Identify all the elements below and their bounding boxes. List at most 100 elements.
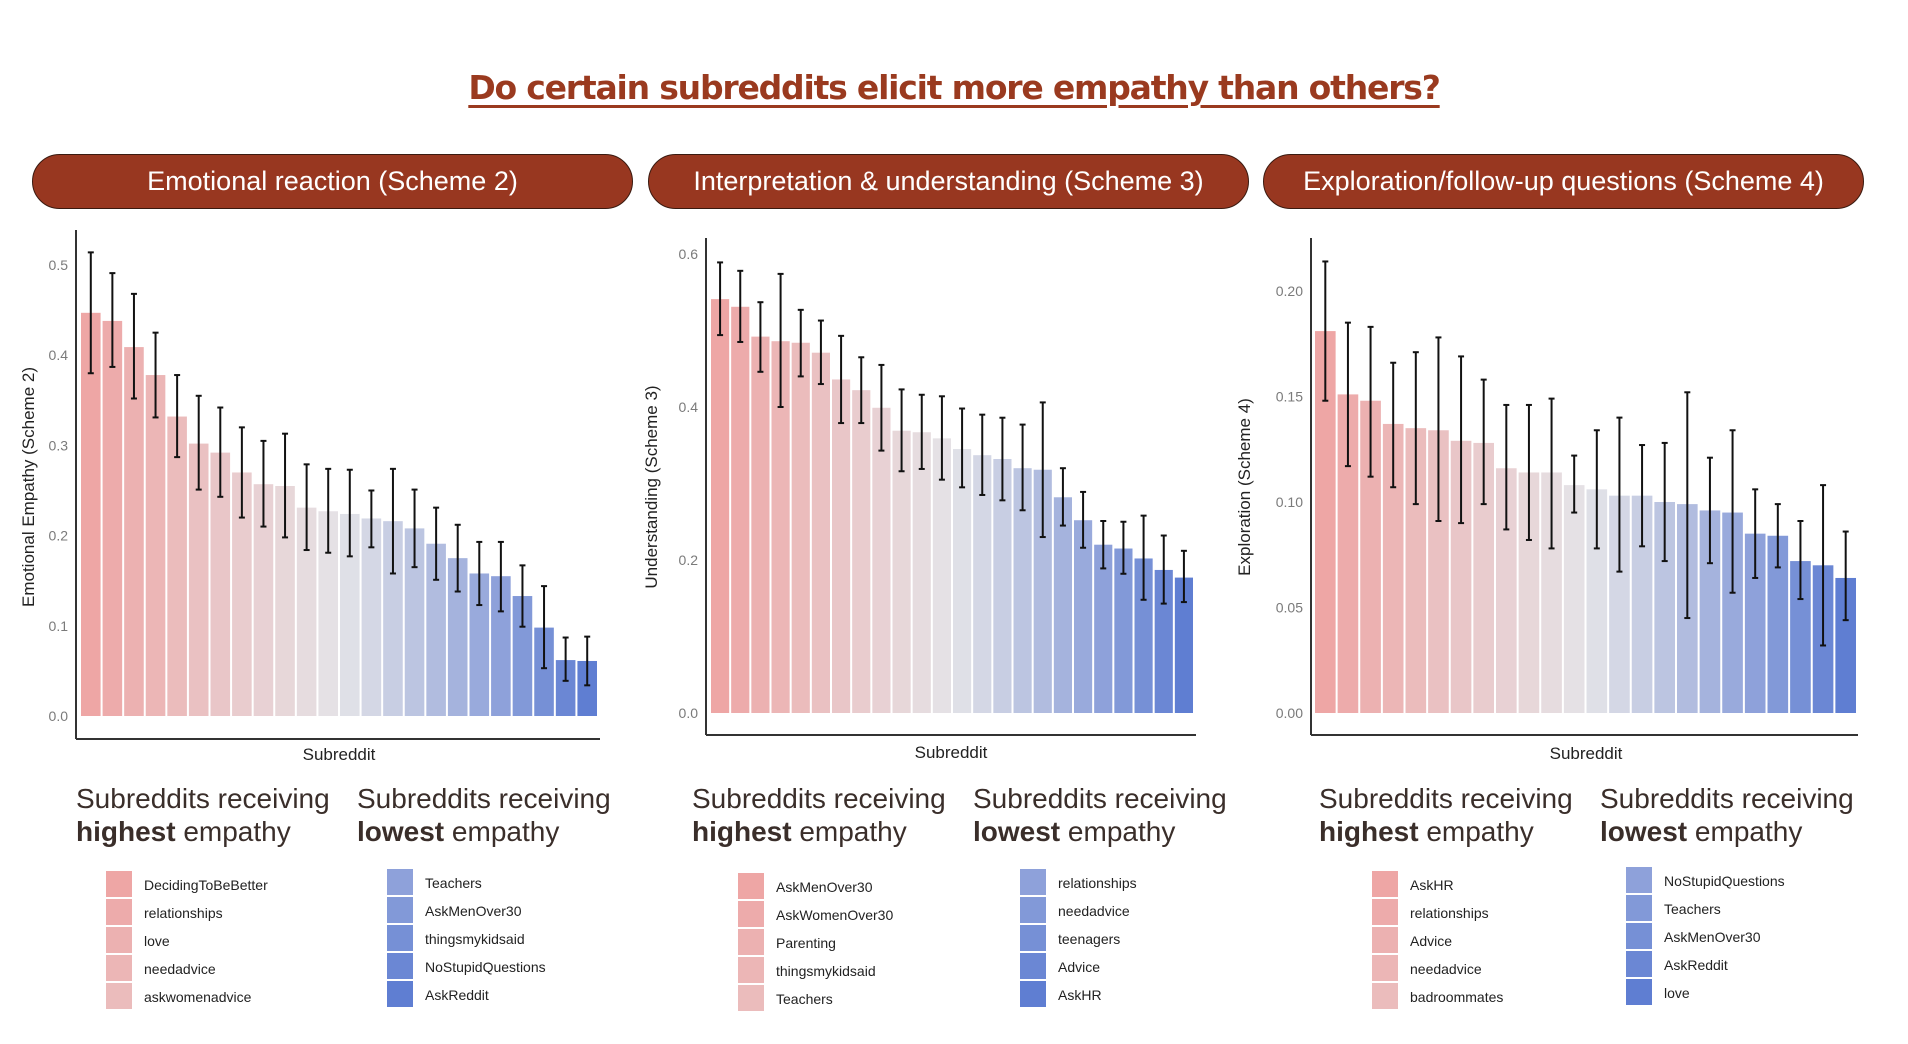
bar: [404, 528, 425, 716]
legend-swatch: [1372, 955, 1398, 983]
bar: [993, 459, 1012, 713]
legend-swatch: [106, 983, 132, 1011]
legend-item: Teachers: [738, 985, 893, 1013]
legend-swatch: [1020, 869, 1046, 897]
legend-swatch: [1020, 953, 1046, 981]
y-tick-label: 0.0: [49, 708, 69, 724]
bar: [383, 521, 403, 716]
chart-scheme-3: 0.0 0.2 0.4 0.6 Understanding (Scheme 3) Subr…: [642, 238, 1196, 762]
legend-swatch: [738, 985, 764, 1013]
legend-item: Advice: [1020, 953, 1137, 981]
legend-label: askwomenadvice: [144, 989, 252, 1005]
legend-heading-bold: lowest: [357, 816, 445, 847]
legend-heading-line: Subreddits receiving: [973, 783, 1227, 814]
legend-item: NoStupidQuestions: [387, 953, 546, 981]
legend-highest: AskMenOver30 AskWomenOver30 Parenting thing…: [738, 873, 893, 1013]
legend-swatch: [387, 981, 413, 1009]
bar: [1074, 520, 1093, 713]
bar: [81, 312, 101, 716]
legend-heading-line: Subreddits receiving: [692, 783, 946, 814]
y-axis-label: Exploration (Scheme 4): [1235, 398, 1254, 576]
legend-item: AskReddit: [387, 981, 546, 1009]
legend-heading-bold: highest: [1319, 816, 1419, 847]
bar: [711, 299, 730, 713]
legend-label: needadvice: [144, 961, 216, 977]
bar: [1586, 489, 1608, 713]
legend-label: needadvice: [1058, 903, 1130, 919]
bar: [1013, 468, 1032, 713]
bar: [1496, 468, 1517, 713]
bar: [188, 443, 209, 716]
y-tick-label: 0.4: [679, 399, 699, 415]
y-tick-label: 0.00: [1276, 705, 1303, 721]
legend-item: NoStupidQuestions: [1626, 867, 1785, 895]
y-tick-label: 0.2: [679, 552, 699, 568]
bar: [1114, 548, 1133, 713]
y-tick-label: 0.05: [1276, 600, 1303, 616]
legend-highest: AskHR relationships Advice needadvice badroo…: [1372, 871, 1503, 1011]
legend-swatch: [1626, 867, 1652, 895]
bar: [340, 513, 360, 716]
bar: [555, 660, 576, 716]
y-tick-label: 0.3: [49, 437, 69, 453]
bar: [275, 485, 295, 716]
bar: [1631, 495, 1653, 713]
legend-heading-lowest: Subreddits receiving lowest empathy: [1600, 782, 1854, 848]
legend-swatch: [1020, 897, 1046, 925]
bar: [447, 558, 468, 716]
legend-label: NoStupidQuestions: [425, 959, 546, 975]
legend-lowest: Teachers AskMenOver30 thingsmykidsaid NoStu…: [387, 869, 546, 1009]
bar: [731, 306, 750, 713]
legend-item: needadvice: [106, 955, 268, 983]
legend-item: relationships: [106, 899, 268, 927]
scheme-4-header: Exploration/follow-up questions (Scheme …: [1263, 154, 1864, 209]
legend-swatch: [738, 901, 764, 929]
bar: [771, 341, 790, 713]
y-axis-label: Emotional Empathy (Scheme 2): [19, 367, 38, 607]
bar: [1473, 442, 1494, 713]
legend-label: relationships: [1058, 875, 1137, 891]
y-tick-label: 0.5: [49, 257, 69, 273]
bar: [791, 342, 810, 713]
legend-label: thingsmykidsaid: [776, 963, 876, 979]
legend-swatch: [1626, 951, 1652, 979]
bar: [953, 449, 972, 713]
bar: [1094, 544, 1113, 713]
legend-label: Advice: [1058, 959, 1101, 975]
legend-label: Teachers: [425, 875, 482, 891]
legend-heading-line: Subreddits receiving: [76, 783, 330, 814]
bar: [1053, 497, 1072, 713]
legend-item: thingsmykidsaid: [738, 957, 893, 985]
y-tick-label: 0.2: [49, 528, 69, 544]
legend-item: AskHR: [1372, 871, 1503, 899]
legend-heading-highest: Subreddits receiving highest empathy: [692, 782, 946, 848]
bar: [361, 518, 382, 716]
bar: [1315, 331, 1336, 713]
bar: [1609, 495, 1630, 713]
legend-lowest: relationships needadvice teenagers Advice As…: [1020, 869, 1137, 1009]
y-tick-label: 0.6: [679, 246, 699, 262]
legend-swatch: [1372, 871, 1398, 899]
legend-label: AskReddit: [425, 987, 489, 1003]
y-tick-label: 0.15: [1276, 389, 1303, 405]
legend-item: teenagers: [1020, 925, 1137, 953]
legend-label: relationships: [1410, 905, 1489, 921]
bar: [1563, 485, 1585, 713]
legend-label: Parenting: [776, 935, 836, 951]
legend-label: love: [1664, 985, 1690, 1001]
bar: [145, 375, 166, 716]
legend-swatch: [1626, 923, 1652, 951]
legend-item: DecidingToBeBetter: [106, 871, 268, 899]
bar: [1154, 569, 1173, 713]
bar: [318, 511, 338, 716]
legend-item: needadvice: [1020, 897, 1137, 925]
legend-heading-rest: empathy: [1060, 816, 1176, 847]
scheme-3-header: Interpretation & understanding (Scheme 3…: [648, 154, 1249, 209]
bar: [751, 336, 770, 713]
legend-item: AskWomenOver30: [738, 901, 893, 929]
legend-item: AskMenOver30: [1626, 923, 1785, 951]
bar: [253, 484, 274, 716]
x-axis-label: Subreddit: [915, 743, 988, 762]
legend-swatch: [1372, 927, 1398, 955]
legend-label: AskMenOver30: [776, 879, 873, 895]
